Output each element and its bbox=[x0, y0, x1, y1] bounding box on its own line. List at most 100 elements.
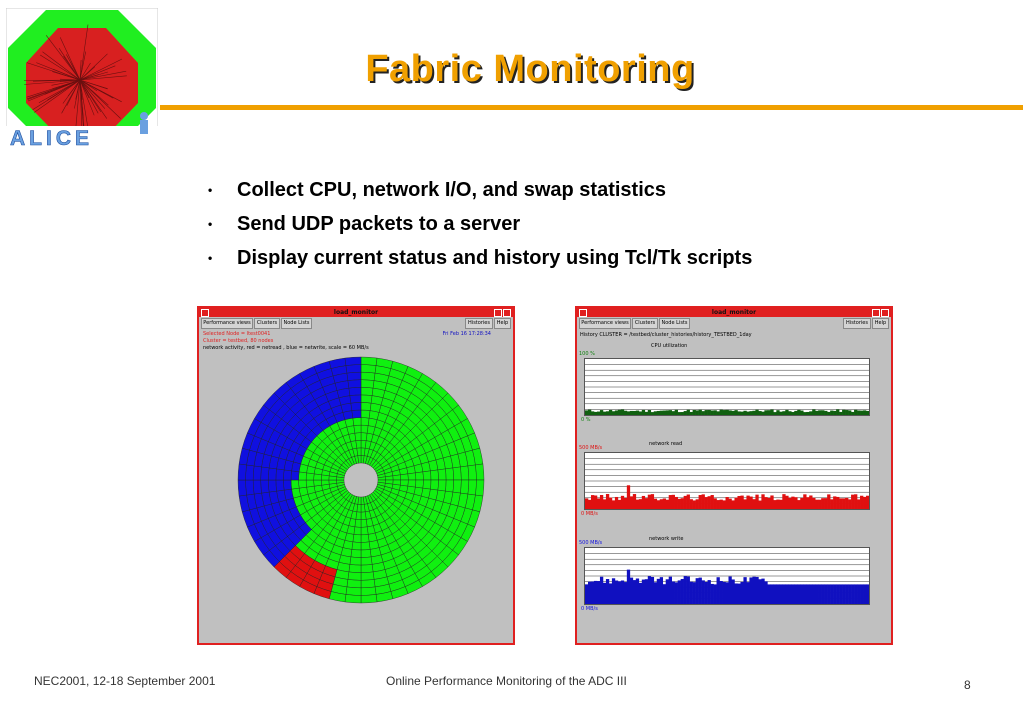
history-bar bbox=[725, 409, 729, 415]
history-bar bbox=[827, 494, 831, 509]
history-bar bbox=[644, 498, 649, 509]
history-bar bbox=[830, 410, 834, 415]
menu-clusters[interactable]: Clusters bbox=[632, 318, 658, 329]
window-menu-icon[interactable] bbox=[201, 309, 209, 317]
window-title: load_monitor bbox=[711, 309, 757, 316]
window-titlebar[interactable] bbox=[199, 308, 513, 317]
graph-bottom-label: 0 MB/s bbox=[581, 511, 598, 517]
history-bar bbox=[585, 410, 589, 415]
history-bar bbox=[743, 499, 747, 509]
history-bar bbox=[671, 581, 675, 604]
history-bar bbox=[710, 410, 714, 415]
history-bar bbox=[839, 498, 843, 509]
history-bar bbox=[629, 410, 634, 415]
menu-node-lists[interactable]: Node Lists bbox=[281, 318, 312, 329]
history-bar bbox=[638, 582, 643, 604]
page-number: 8 bbox=[964, 678, 971, 692]
history-bar bbox=[665, 410, 670, 415]
history-bar bbox=[722, 410, 726, 415]
history-bar bbox=[704, 581, 708, 604]
history-bar bbox=[764, 410, 768, 415]
history-bar bbox=[839, 584, 843, 604]
history-bar bbox=[809, 411, 813, 415]
history-bar bbox=[611, 578, 616, 604]
history-bar bbox=[848, 584, 852, 604]
menu-histories[interactable]: Histories bbox=[843, 318, 871, 329]
history-bar bbox=[662, 410, 667, 415]
history-bar bbox=[791, 412, 795, 415]
history-bar bbox=[863, 410, 867, 415]
history-bar bbox=[740, 581, 744, 604]
menu-clusters[interactable]: Clusters bbox=[254, 318, 280, 329]
history-bar bbox=[593, 580, 598, 604]
menu-histories[interactable]: Histories bbox=[465, 318, 493, 329]
history-bar bbox=[629, 577, 634, 604]
menu-performance-views[interactable]: Performance views bbox=[579, 318, 631, 329]
history-bar bbox=[683, 576, 687, 604]
menu-node-lists[interactable]: Node Lists bbox=[659, 318, 690, 329]
history-bar bbox=[620, 409, 625, 415]
history-bar bbox=[686, 576, 690, 604]
history-bar bbox=[677, 580, 681, 604]
graph-top-label: 100 % bbox=[579, 351, 595, 357]
history-bar bbox=[770, 495, 774, 509]
history-bar bbox=[749, 411, 753, 415]
history-bar bbox=[680, 412, 684, 415]
history-bar bbox=[794, 497, 798, 509]
history-bar bbox=[863, 584, 867, 604]
window-menu-icon[interactable] bbox=[579, 309, 587, 317]
history-bar bbox=[635, 578, 640, 604]
history-bar bbox=[818, 410, 822, 415]
history-bar bbox=[623, 582, 628, 604]
history-bar bbox=[602, 582, 607, 604]
history-bar bbox=[842, 409, 846, 415]
load-monitor-window-history[interactable]: load_monitor Performance views Clusters … bbox=[575, 306, 893, 645]
history-bar bbox=[794, 410, 798, 415]
history-bar bbox=[833, 410, 837, 415]
history-bar bbox=[590, 581, 595, 604]
history-bar bbox=[713, 584, 717, 604]
window-titlebar[interactable] bbox=[577, 308, 891, 317]
history-bar bbox=[845, 584, 849, 604]
history-bar bbox=[821, 498, 825, 509]
history-bar bbox=[665, 499, 670, 509]
menu-performance-views[interactable]: Performance views bbox=[201, 318, 253, 329]
history-bar bbox=[596, 411, 601, 415]
graph-canvas bbox=[585, 553, 870, 604]
history-bar bbox=[641, 579, 646, 604]
history-bar bbox=[635, 410, 640, 415]
history-bar bbox=[827, 411, 831, 415]
history-bar bbox=[848, 410, 852, 415]
history-bar bbox=[737, 411, 741, 415]
graph-top-label: 500 MB/s bbox=[579, 445, 603, 451]
maximize-icon[interactable] bbox=[503, 309, 511, 317]
minimize-icon[interactable] bbox=[872, 309, 880, 317]
history-bar bbox=[683, 411, 687, 415]
menu-help[interactable]: Help bbox=[872, 318, 889, 329]
history-bar bbox=[833, 496, 837, 509]
history-bar bbox=[632, 494, 637, 509]
load-monitor-window-current[interactable]: load_monitor Performance views Clusters … bbox=[197, 306, 515, 645]
history-bar bbox=[632, 410, 637, 415]
menu-help[interactable]: Help bbox=[494, 318, 511, 329]
history-bar bbox=[815, 410, 819, 415]
history-bar bbox=[815, 584, 819, 604]
history-bar bbox=[701, 411, 705, 415]
history-bar bbox=[596, 498, 601, 509]
history-bar bbox=[812, 409, 816, 415]
history-bar bbox=[659, 410, 664, 415]
history-bar bbox=[617, 499, 622, 509]
history-bar bbox=[854, 494, 858, 509]
history-bar bbox=[755, 494, 759, 509]
history-bar bbox=[836, 584, 840, 604]
history-bar bbox=[644, 411, 649, 415]
history-bar bbox=[716, 500, 720, 509]
maximize-icon[interactable] bbox=[881, 309, 889, 317]
history-bar bbox=[683, 495, 687, 509]
history-bar bbox=[611, 411, 616, 415]
history-bar bbox=[866, 584, 870, 604]
minimize-icon[interactable] bbox=[494, 309, 502, 317]
history-bar bbox=[767, 497, 771, 509]
history-bar bbox=[695, 578, 699, 604]
history-bar bbox=[821, 584, 825, 604]
